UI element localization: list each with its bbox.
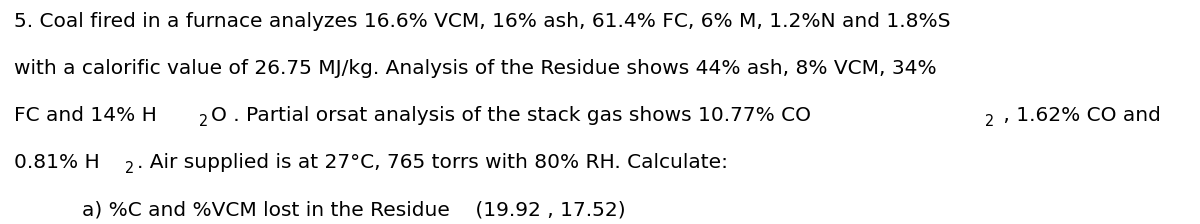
- Text: O . Partial orsat analysis of the stack gas shows 10.77% CO: O . Partial orsat analysis of the stack …: [211, 106, 811, 125]
- Text: a) %C and %VCM lost in the Residue    (19.92 , 17.52): a) %C and %VCM lost in the Residue (19.9…: [82, 200, 625, 219]
- Text: . Air supplied is at 27°C, 765 torrs with 80% RH. Calculate:: . Air supplied is at 27°C, 765 torrs wit…: [137, 153, 728, 172]
- Text: 2: 2: [985, 114, 994, 129]
- Text: , 1.62% CO and: , 1.62% CO and: [997, 106, 1160, 125]
- Text: FC and 14% H: FC and 14% H: [14, 106, 157, 125]
- Text: 2: 2: [125, 161, 134, 176]
- Text: with a calorific value of 26.75 MJ/kg. Analysis of the Residue shows 44% ash, 8%: with a calorific value of 26.75 MJ/kg. A…: [14, 59, 937, 78]
- Text: 2: 2: [199, 114, 208, 129]
- Text: 5. Coal fired in a furnace analyzes 16.6% VCM, 16% ash, 61.4% FC, 6% M, 1.2%N an: 5. Coal fired in a furnace analyzes 16.6…: [14, 12, 950, 31]
- Text: 0.81% H: 0.81% H: [14, 153, 100, 172]
